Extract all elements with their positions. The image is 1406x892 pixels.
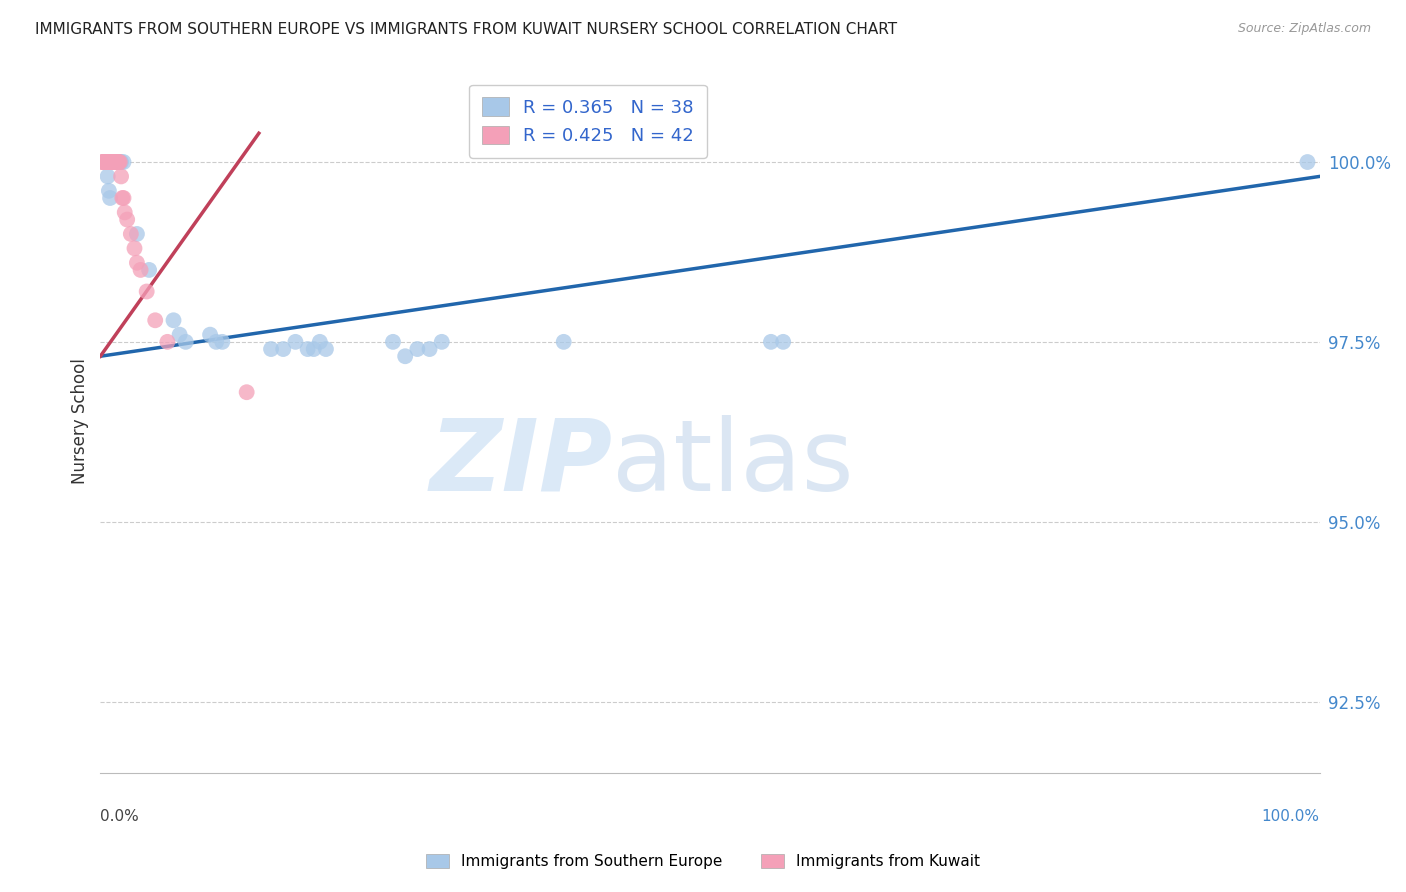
Point: [143, 313, 166, 327]
Point: [93, 155, 115, 169]
Text: ZIP: ZIP: [429, 415, 613, 512]
Point: [101, 155, 124, 169]
Point: [98, 155, 121, 169]
Point: [110, 155, 132, 169]
Legend: Immigrants from Southern Europe, Immigrants from Kuwait: Immigrants from Southern Europe, Immigra…: [420, 848, 986, 875]
Legend: R = 0.365   N = 38, R = 0.425   N = 42: R = 0.365 N = 38, R = 0.425 N = 42: [470, 85, 707, 158]
Point: [104, 155, 127, 169]
Point: [96, 155, 118, 169]
Point: [235, 385, 257, 400]
Point: [96, 155, 118, 169]
Point: [260, 342, 283, 356]
Point: [125, 256, 148, 270]
Point: [100, 155, 122, 169]
Point: [115, 212, 138, 227]
Point: [107, 155, 129, 169]
Point: [110, 169, 132, 184]
Point: [114, 205, 136, 219]
Point: [129, 263, 152, 277]
Point: [174, 334, 197, 349]
Point: [93, 155, 115, 169]
Point: [94, 155, 117, 169]
Text: 0.0%: 0.0%: [100, 809, 139, 824]
Point: [97, 155, 120, 169]
Point: [315, 342, 337, 356]
Point: [125, 227, 148, 241]
Point: [107, 155, 129, 169]
Point: [97, 169, 120, 184]
Point: [101, 155, 124, 169]
Point: [302, 342, 325, 356]
Point: [100, 155, 122, 169]
Point: [104, 155, 127, 169]
Point: [120, 227, 142, 241]
Text: IMMIGRANTS FROM SOUTHERN EUROPE VS IMMIGRANTS FROM KUWAIT NURSERY SCHOOL CORRELA: IMMIGRANTS FROM SOUTHERN EUROPE VS IMMIG…: [35, 22, 897, 37]
Text: Source: ZipAtlas.com: Source: ZipAtlas.com: [1237, 22, 1371, 36]
Text: 100.0%: 100.0%: [1261, 809, 1320, 824]
Point: [124, 241, 146, 255]
Point: [103, 155, 125, 169]
Point: [97, 155, 120, 169]
Point: [135, 285, 157, 299]
Point: [138, 263, 160, 277]
Point: [91, 155, 114, 169]
Point: [382, 334, 405, 349]
Point: [98, 155, 121, 169]
Point: [101, 155, 124, 169]
Point: [97, 155, 120, 169]
Point: [198, 327, 221, 342]
Point: [107, 155, 129, 169]
Point: [205, 334, 228, 349]
Point: [96, 155, 118, 169]
Point: [553, 334, 575, 349]
Point: [97, 184, 120, 198]
Point: [211, 334, 233, 349]
Point: [105, 155, 128, 169]
Point: [98, 191, 121, 205]
Point: [308, 334, 330, 349]
Point: [419, 342, 441, 356]
Point: [156, 334, 179, 349]
Point: [93, 155, 115, 169]
Text: atlas: atlas: [613, 415, 853, 512]
Point: [162, 313, 184, 327]
Point: [759, 334, 782, 349]
Point: [108, 155, 131, 169]
Point: [430, 334, 453, 349]
Point: [104, 155, 127, 169]
Point: [1296, 155, 1319, 169]
Point: [96, 155, 118, 169]
Point: [112, 155, 135, 169]
Point: [90, 155, 112, 169]
Point: [97, 155, 120, 169]
Point: [297, 342, 319, 356]
Point: [169, 327, 191, 342]
Point: [101, 155, 124, 169]
Point: [103, 155, 125, 169]
Point: [112, 191, 135, 205]
Point: [100, 155, 122, 169]
Y-axis label: Nursery School: Nursery School: [72, 358, 89, 484]
Point: [772, 334, 794, 349]
Point: [394, 349, 416, 363]
Point: [284, 334, 307, 349]
Point: [105, 155, 128, 169]
Point: [94, 155, 117, 169]
Point: [103, 155, 125, 169]
Point: [111, 191, 134, 205]
Point: [271, 342, 294, 356]
Point: [107, 155, 129, 169]
Point: [406, 342, 429, 356]
Point: [108, 155, 131, 169]
